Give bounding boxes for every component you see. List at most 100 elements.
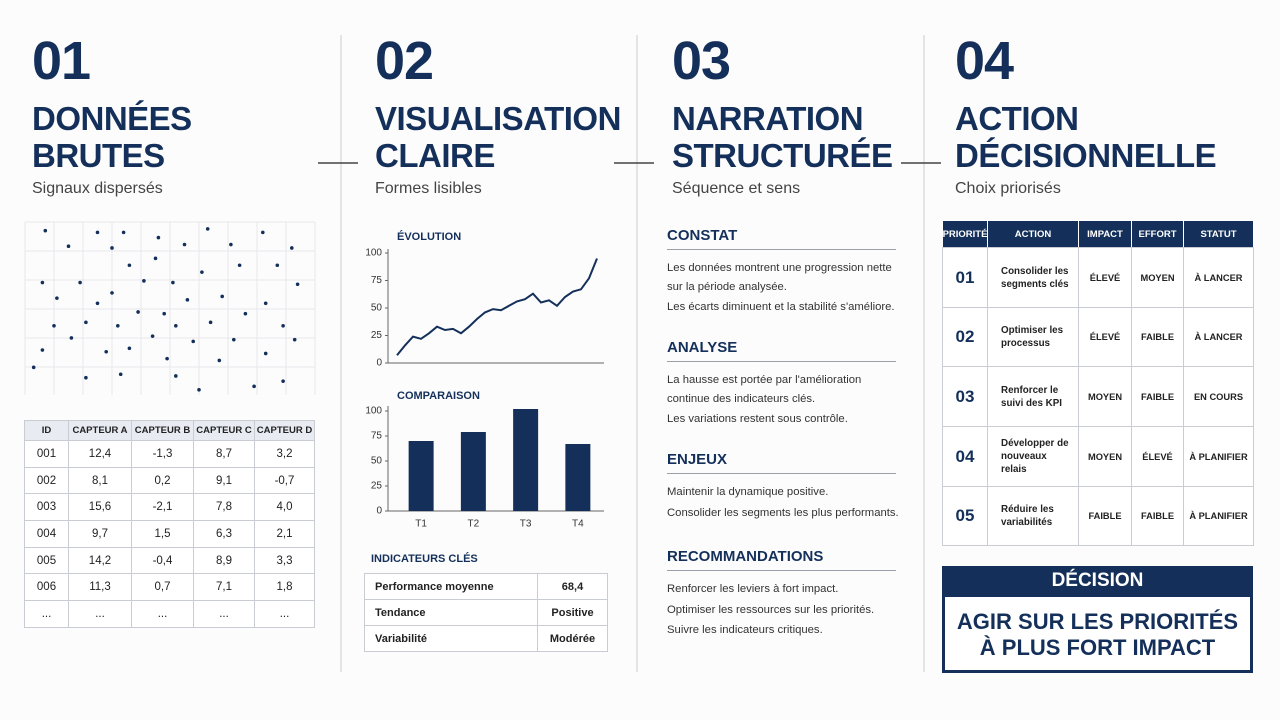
- table-cell: 8,1: [68, 467, 132, 494]
- scatter-point: [55, 296, 59, 300]
- scatter-point: [104, 349, 108, 354]
- table-cell: 005: [24, 547, 69, 574]
- y-tick-label: 100: [365, 406, 382, 417]
- y-tick-label: 50: [371, 456, 383, 467]
- scatter-point: [116, 324, 120, 328]
- table-cell: ÉLEVÉ: [1131, 426, 1184, 487]
- table-cell: Optimiser les processus: [987, 307, 1079, 367]
- scatter-point: [52, 324, 56, 328]
- table-cell: À PLANIFIER: [1183, 426, 1254, 487]
- indicator-cell: Tendance: [364, 599, 538, 626]
- scatter-point: [185, 298, 190, 302]
- scatter-point: [261, 230, 265, 235]
- x-tick-label: T1: [415, 519, 427, 530]
- table-cell: 12,4: [68, 440, 132, 468]
- scatter-point: [281, 379, 285, 383]
- table-cell: 11,3: [68, 573, 132, 601]
- y-tick-label: 0: [376, 506, 382, 517]
- step-title: BRUTES: [32, 137, 165, 174]
- scatter-point: [110, 246, 114, 250]
- bar: [460, 432, 486, 511]
- table-cell: 8,7: [193, 440, 255, 468]
- table-cell: EN COURS: [1183, 366, 1254, 427]
- paragraph: Suivre les indicateurs critiques.: [667, 624, 823, 636]
- table-cell: 7,8: [193, 493, 255, 521]
- table-cell: 3,2: [254, 440, 315, 468]
- paragraph: La hausse est portée par l'amélioration …: [667, 374, 862, 405]
- narration-heading: RECOMMANDATIONS: [667, 548, 824, 565]
- table-cell: 7,1: [193, 573, 255, 601]
- table-cell: 004: [24, 520, 69, 548]
- scatter-point: [31, 365, 36, 370]
- scatter-point: [162, 311, 166, 316]
- scatter-point: [229, 242, 233, 247]
- scatter-point: [95, 230, 100, 235]
- scatter-point: [95, 301, 100, 306]
- line-series: [396, 258, 598, 356]
- narration-body: Maintenir la dynamique positive. Consolid…: [667, 483, 903, 524]
- table-cell: Consolider les segments clés: [987, 247, 1079, 308]
- table-cell: 2,1: [254, 520, 315, 548]
- table-cell: ...: [24, 600, 69, 628]
- indicator-cell: 68,4: [537, 573, 608, 600]
- decision-text: AGIR SUR LES PRIORITÉS: [956, 609, 1239, 634]
- table-cell: ...: [193, 600, 255, 628]
- step-title: DÉCISIONNELLE: [955, 137, 1217, 174]
- table-cell: 4,0: [254, 493, 315, 521]
- table-cell: MOYEN: [1078, 426, 1132, 487]
- scatter-point: [110, 291, 114, 295]
- x-tick-label: T4: [572, 519, 584, 530]
- scatter-point: [40, 348, 45, 352]
- step-number: 03: [672, 31, 731, 91]
- table-header-cell: ACTION: [987, 220, 1079, 248]
- table-cell: 05: [942, 486, 988, 546]
- table-cell: ÉLEVÉ: [1078, 247, 1132, 308]
- step-number: 02: [375, 31, 434, 91]
- table-cell: 9,1: [193, 467, 255, 494]
- table-cell: 01: [942, 247, 988, 308]
- bar: [565, 444, 591, 511]
- narration-body: Renforcer les leviers à fort impact. Opti…: [667, 580, 903, 642]
- step-title: ACTION: [955, 100, 1079, 137]
- paragraph: Consolider les segments les plus perform…: [667, 506, 899, 519]
- step-subtitle: Séquence et sens: [672, 180, 801, 197]
- section-label: INDICATEURS CLÉS: [371, 553, 478, 565]
- scatter-point: [295, 282, 300, 287]
- scatter-point: [69, 336, 74, 340]
- scatter-point: [197, 388, 201, 392]
- heading-rule: [667, 249, 896, 250]
- narration-heading: CONSTAT: [667, 227, 738, 244]
- table-cell: 1,5: [131, 520, 194, 548]
- table-cell: -1,3: [131, 440, 194, 468]
- scatter-point: [43, 228, 48, 233]
- decision-box: [942, 594, 1253, 673]
- step-title: STRUCTURÉE: [672, 137, 893, 174]
- scatter-point: [200, 270, 204, 274]
- table-cell: -0,4: [131, 547, 194, 574]
- narration-heading: ENJEUX: [667, 451, 728, 468]
- scatter-point: [174, 374, 178, 378]
- table-cell: FAIBLE: [1131, 486, 1184, 546]
- table-cell: -2,1: [131, 493, 194, 521]
- step-number: 01: [32, 31, 91, 91]
- table-cell: 0,7: [131, 573, 194, 601]
- table-header-cell: CAPTEUR B: [131, 420, 194, 441]
- scatter-point: [40, 280, 45, 285]
- table-cell: 002: [24, 467, 69, 494]
- y-tick-label: 50: [371, 303, 383, 314]
- heading-rule: [667, 473, 896, 474]
- bar: [408, 441, 434, 511]
- scatter-point: [84, 320, 88, 325]
- scatter-point: [165, 356, 169, 361]
- scatter-point: [121, 230, 126, 235]
- x-tick-label: T2: [468, 519, 480, 530]
- scatter-point: [182, 242, 187, 247]
- scatter-point: [84, 375, 88, 380]
- table-header-cell: PRIORITÉ: [942, 220, 988, 248]
- paragraph: Les données montrent une progression net…: [667, 262, 892, 293]
- scatter-point: [237, 263, 242, 268]
- indicator-cell: Modérée: [537, 625, 608, 652]
- heading-rule: [667, 361, 896, 362]
